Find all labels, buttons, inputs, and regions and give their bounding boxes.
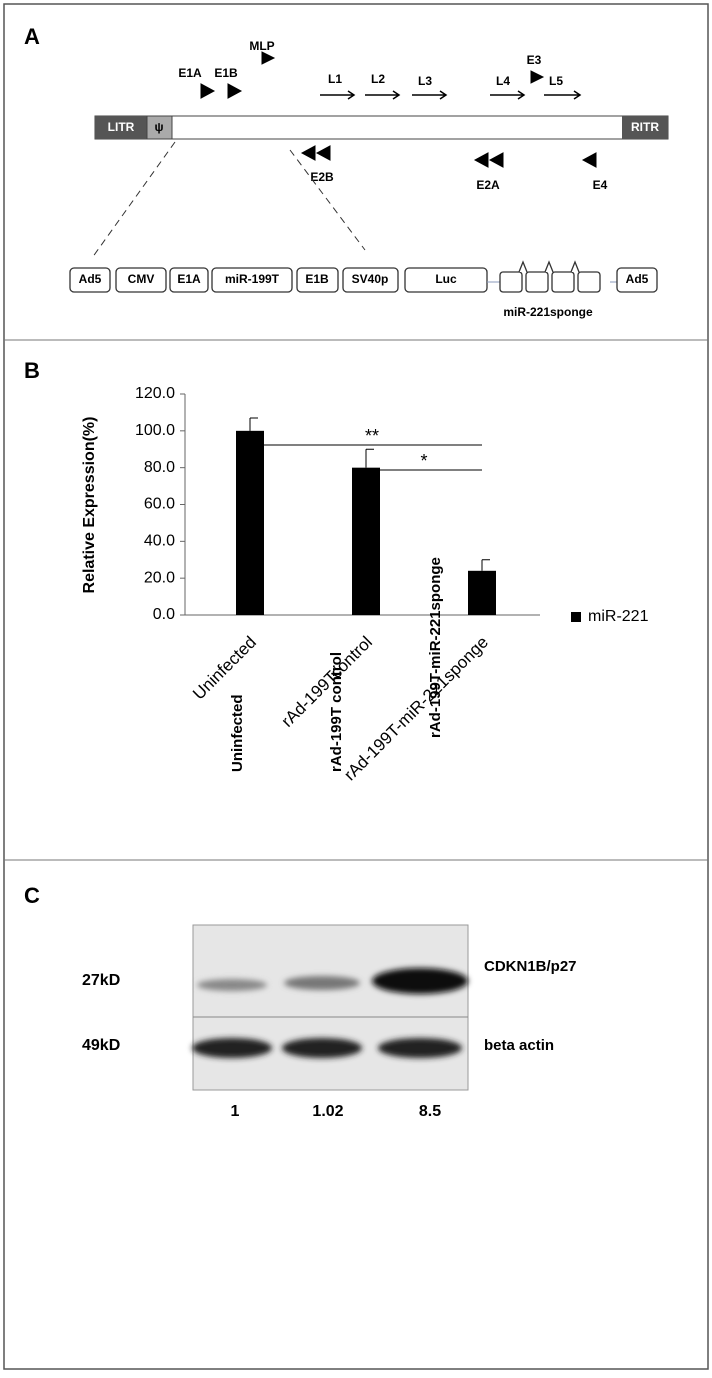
protein: beta actin [484,1037,554,1054]
x-tick-label: rAd-199Tcontrol [278,633,376,731]
genome-label: RITR [631,120,659,134]
label: L4 [496,74,510,88]
psi [146,115,173,140]
legend-swatch [571,612,581,622]
ritr [622,116,668,139]
cassette: Ad5 CMV E1A miR-199T E1B SV40p Luc Ad5 m… [69,260,658,319]
blot [192,924,469,1091]
marker: 49kD [82,1037,120,1054]
y-tick-label: 60.0 [144,496,175,513]
element: Ad5 [79,272,102,286]
label: E4 [593,178,608,192]
panel-a: A LITR ψ RITR E1A E1B MLP L1 L2 L3 L4 E3… [24,24,669,319]
protein: CDKN1B/p27 [484,958,577,975]
ratio: 1 [231,1103,240,1120]
y-tick-label: 0.0 [153,606,175,623]
error-bar [365,448,374,468]
bar [352,467,380,615]
label: L5 [549,74,563,88]
element: SV40p [352,272,389,286]
panel-label: B [24,358,40,383]
panel-label: A [24,24,40,49]
label: E2A [476,178,500,192]
label: MLP [249,39,274,53]
ratio: 1.02 [312,1103,343,1120]
y-tick-label: 40.0 [144,533,175,550]
zoom-lines [91,141,366,259]
element: Ad5 [626,272,649,286]
label: E1B [214,66,238,80]
bar [468,570,496,615]
litr [95,116,147,139]
panel-c: C Uninfected rAd-199T control rAd-199T-m… [24,557,577,1120]
element: E1B [305,272,329,286]
legend-label: miR-221 [588,608,649,625]
y-axis-label: Relative Expression(%) [81,417,98,594]
error-bar [481,559,490,571]
y-tick-label: 120.0 [135,385,175,402]
genome-label: ψ [154,120,163,134]
label: L2 [371,72,385,86]
lane-label: rAd-199T control [328,652,345,772]
label: E1A [178,66,202,80]
lane-label: rAd-199T-miR-221sponge [427,557,444,738]
promoter-labels: E1A E1B MLP L1 L2 L3 L4 E3 L5 E2B E2A E4 [178,39,607,192]
error-bar [249,417,258,431]
label: E3 [527,53,542,67]
y-tick-label: 20.0 [144,569,175,586]
element: CMV [128,272,155,286]
element: miR-199T [225,272,280,286]
genome [94,115,669,140]
label: E2B [310,170,334,184]
y-tick-label: 80.0 [144,459,175,476]
bar [236,430,264,615]
genome-label: LITR [108,120,135,134]
label: L1 [328,72,342,86]
ratio: 8.5 [419,1103,441,1120]
significance: * [420,451,427,471]
label: L3 [418,74,432,88]
sponge-label: miR-221sponge [503,305,593,319]
x-tick-label: Uninfected [189,633,260,704]
element: Luc [435,272,457,286]
element: E1A [177,272,201,286]
panel-label: C [24,883,40,908]
frame [3,3,709,1370]
bands [192,968,468,1058]
significance: ** [365,426,379,446]
lane-label: Uninfected [229,694,246,772]
marker: 27kD [82,972,120,989]
y-tick-label: 100.0 [135,422,175,439]
arrows [200,51,597,168]
